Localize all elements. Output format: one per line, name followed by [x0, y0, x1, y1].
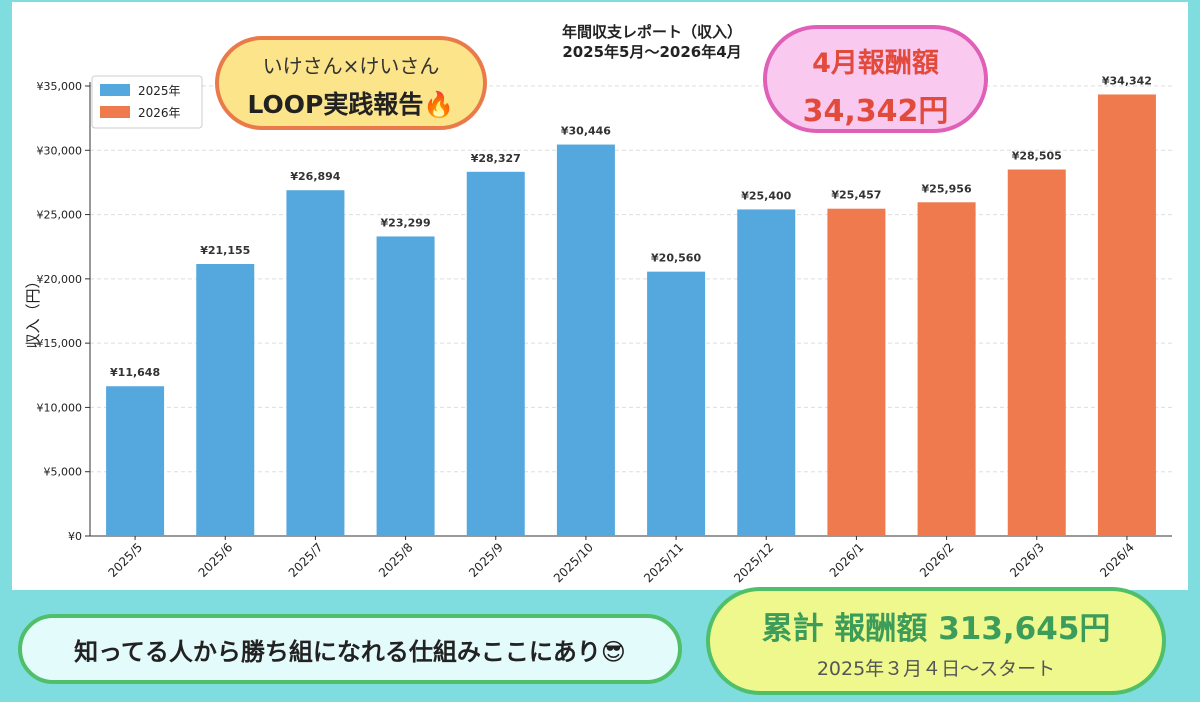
bar-value-label: ¥25,956: [922, 182, 972, 195]
legend-swatch: [100, 84, 130, 96]
bar-2026-1: [827, 208, 886, 536]
bar-2025-9: [466, 171, 525, 536]
total-reward-start-date: 2025年３月４日〜スタート: [816, 658, 1056, 680]
tagline-text: 知ってる人から勝ち組になれる仕組みここにあり😎: [74, 637, 626, 666]
total-reward-badge: 累計 報酬額 313,645円 2025年３月４日〜スタート: [706, 587, 1166, 695]
bar-2025-6: [196, 264, 255, 536]
x-tick-label: 2025/10: [551, 540, 596, 585]
x-tick-label: 2026/1: [827, 540, 867, 580]
bar-value-label: ¥25,400: [741, 189, 791, 202]
legend-label: 2025年: [138, 84, 181, 98]
x-tick-label: 2025/9: [466, 540, 506, 580]
x-tick-label: 2025/6: [196, 540, 236, 580]
x-tick-label: 2025/12: [731, 540, 776, 585]
bar-value-label: ¥28,505: [1012, 150, 1062, 163]
x-tick-label: 2026/3: [1007, 540, 1047, 580]
bar-2025-11: [647, 271, 706, 536]
y-axis-title: 収入（円）: [24, 273, 42, 348]
y-tick-label: ¥25,000: [37, 209, 83, 222]
y-tick-label: ¥20,000: [37, 273, 83, 286]
x-tick-label: 2025/8: [376, 540, 416, 580]
y-tick-label: ¥5,000: [44, 466, 83, 479]
x-tick-label: 2025/5: [105, 540, 145, 580]
y-tick-label: ¥10,000: [37, 401, 83, 414]
bar-2026-2: [917, 202, 976, 536]
chart-title: 年間収支レポート（収入）: [561, 23, 742, 41]
legend-swatch: [100, 106, 130, 118]
chart-panel: ¥0 ¥5,000 ¥10,000 ¥15,000 ¥20,000 ¥25,000 ¥30,…: [12, 2, 1188, 590]
monthly-reward-amount: 34,342円: [802, 94, 949, 129]
chart-title-block: 年間収支レポート（収入） 2025年5月〜2026年4月: [492, 22, 812, 62]
bar-value-label: ¥34,342: [1102, 74, 1152, 87]
bar-2025-7: [286, 190, 345, 536]
bar-value-label: ¥23,299: [381, 216, 431, 229]
bar-value-label: ¥21,155: [200, 244, 250, 257]
total-reward-amount: 累計 報酬額 313,645円: [761, 611, 1111, 647]
y-tick-label: ¥15,000: [37, 337, 83, 350]
loop-badge-names: いけさん×けいさん: [262, 54, 440, 78]
bar-2025-12: [737, 209, 796, 536]
bar-2025-5: [106, 386, 165, 536]
monthly-reward-label: 4月報酬額: [812, 48, 939, 79]
y-tick-label: ¥0: [68, 530, 82, 543]
bar-value-label: ¥20,560: [651, 252, 701, 265]
bar-value-label: ¥25,457: [831, 189, 881, 202]
x-tick-label: 2025/11: [641, 540, 686, 585]
loop-report-badge: いけさん×けいさん LOOP実践報告🔥: [215, 36, 487, 130]
bar-2025-8: [376, 236, 435, 537]
bar-value-label: ¥28,327: [471, 152, 521, 165]
loop-badge-title: LOOP実践報告🔥: [247, 90, 455, 119]
bar-value-label: ¥26,894: [290, 170, 340, 183]
legend-label: 2026年: [138, 106, 181, 120]
y-tick-label: ¥35,000: [37, 80, 83, 93]
y-tick-label: ¥30,000: [37, 144, 83, 157]
bar-value-label: ¥11,648: [110, 366, 160, 379]
x-tick-label: 2025/7: [286, 540, 326, 580]
bar-value-label: ¥30,446: [561, 125, 611, 138]
chart-subtitle: 2025年5月〜2026年4月: [562, 43, 742, 61]
x-tick-label: 2026/2: [917, 540, 957, 580]
bar-2025-10: [556, 144, 615, 536]
monthly-reward-badge: 4月報酬額 34,342円: [763, 25, 988, 133]
bar-2026-4: [1097, 94, 1156, 537]
income-bar-chart: ¥0 ¥5,000 ¥10,000 ¥15,000 ¥20,000 ¥25,000 ¥30,…: [24, 74, 1172, 585]
bar-2026-3: [1007, 169, 1066, 536]
tagline-badge: 知ってる人から勝ち組になれる仕組みここにあり😎: [18, 614, 682, 684]
x-tick-label: 2026/4: [1097, 540, 1137, 580]
